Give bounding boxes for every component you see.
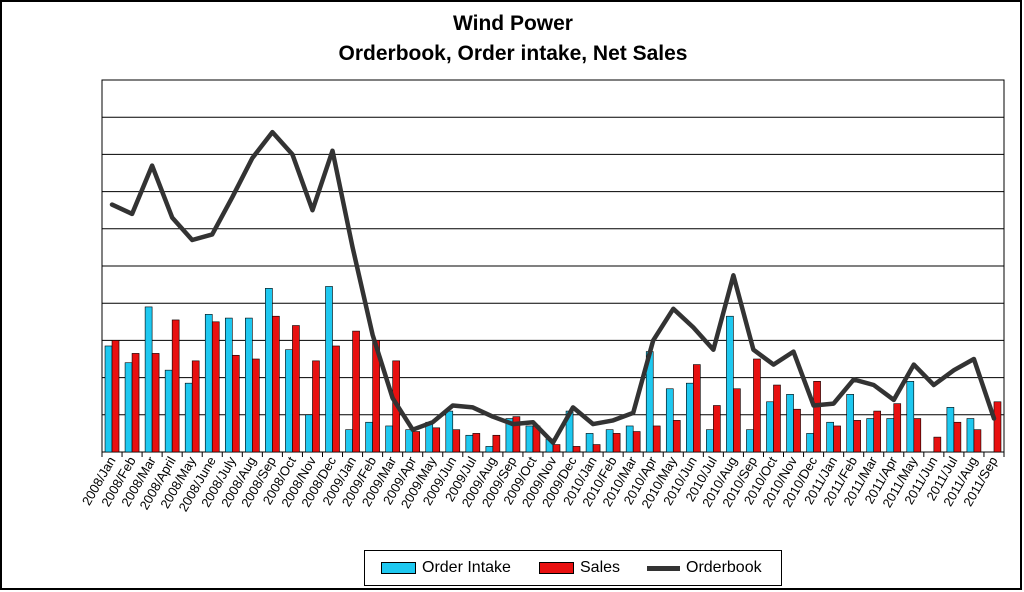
bar-sales bbox=[111, 340, 120, 453]
bar-sales bbox=[171, 319, 180, 453]
legend-item-orderbook: Orderbook bbox=[647, 551, 762, 585]
bar-order-intake bbox=[625, 425, 634, 453]
bar-sales bbox=[191, 360, 200, 453]
bar-order-intake bbox=[224, 317, 233, 453]
bar-sales bbox=[552, 444, 561, 453]
bar-order-intake bbox=[886, 418, 895, 453]
chart-title: Wind Power bbox=[453, 12, 573, 35]
bar-sales bbox=[612, 433, 621, 453]
bar-sales bbox=[432, 427, 441, 453]
bar-order-intake bbox=[826, 421, 834, 453]
bar-order-intake bbox=[445, 410, 454, 453]
bar-order-intake bbox=[365, 421, 373, 453]
bar-sales bbox=[793, 408, 801, 453]
bar-sales bbox=[713, 405, 721, 453]
bar-sales bbox=[512, 416, 521, 453]
bar-sales bbox=[733, 388, 741, 453]
legend-item-order-intake: Order Intake bbox=[381, 551, 511, 585]
bar-order-intake bbox=[665, 388, 674, 453]
bar-sales bbox=[853, 420, 861, 453]
legend-swatch-orderbook bbox=[647, 565, 680, 571]
bar-order-intake bbox=[726, 315, 734, 453]
bar-order-intake bbox=[245, 317, 253, 453]
bar-order-intake bbox=[465, 434, 474, 453]
bar-order-intake bbox=[124, 362, 133, 453]
bar-order-intake bbox=[325, 286, 333, 453]
legend-swatch-order-intake bbox=[381, 562, 416, 574]
bar-order-intake bbox=[906, 381, 915, 453]
bar-sales bbox=[452, 429, 461, 453]
bar-order-intake bbox=[706, 429, 714, 453]
bar-sales bbox=[231, 354, 240, 453]
legend-label-orderbook: Orderbook bbox=[686, 559, 762, 576]
bar-sales bbox=[672, 420, 681, 453]
bar-sales bbox=[332, 345, 340, 453]
bar-order-intake bbox=[104, 345, 113, 453]
bar-order-intake bbox=[866, 418, 875, 453]
bar-order-intake bbox=[525, 425, 534, 453]
bar-order-intake bbox=[585, 433, 594, 453]
bar-order-intake bbox=[265, 288, 273, 453]
bar-order-intake bbox=[746, 429, 754, 453]
bar-order-intake bbox=[485, 446, 494, 453]
bar-sales bbox=[893, 403, 902, 453]
bar-order-intake bbox=[766, 401, 774, 453]
bar-order-intake bbox=[686, 382, 694, 453]
bar-order-intake bbox=[786, 394, 794, 453]
bar-order-intake bbox=[305, 414, 313, 453]
bar-order-intake bbox=[285, 349, 293, 453]
chart-subtitle: Orderbook, Order intake, Net Sales bbox=[338, 42, 688, 65]
bar-sales bbox=[973, 429, 982, 453]
bar-order-intake bbox=[184, 382, 193, 453]
bar-sales bbox=[151, 353, 160, 453]
bar-sales bbox=[492, 434, 501, 453]
bar-order-intake bbox=[164, 369, 173, 453]
line-orderbook bbox=[109, 129, 997, 445]
bar-sales bbox=[592, 444, 601, 453]
bar-sales bbox=[993, 401, 1002, 453]
bar-sales bbox=[272, 315, 280, 453]
bar-sales bbox=[773, 384, 781, 453]
bar-sales bbox=[312, 360, 320, 453]
bar-sales bbox=[953, 421, 962, 453]
bar-sales bbox=[131, 353, 140, 453]
bar-sales bbox=[472, 433, 481, 453]
bar-sales bbox=[252, 358, 260, 453]
bar-sales bbox=[753, 358, 761, 453]
bar-sales bbox=[652, 425, 661, 453]
bar-order-intake bbox=[144, 306, 153, 453]
bar-sales bbox=[833, 425, 841, 453]
bar-sales bbox=[572, 446, 581, 453]
legend-swatch-sales bbox=[539, 562, 574, 574]
bar-order-intake bbox=[345, 429, 353, 453]
chart-legend: Order Intake Sales Orderbook bbox=[364, 550, 782, 586]
bar-sales bbox=[352, 330, 360, 453]
bar-sales bbox=[933, 436, 942, 453]
bar-order-intake bbox=[806, 433, 814, 453]
bar-order-intake bbox=[846, 394, 854, 453]
bar-sales bbox=[632, 431, 641, 453]
bar-order-intake bbox=[605, 429, 614, 453]
bar-order-intake bbox=[966, 418, 975, 453]
bar-order-intake bbox=[385, 425, 393, 453]
bar-sales bbox=[693, 364, 701, 453]
bar-sales bbox=[412, 431, 420, 453]
bar-sales bbox=[813, 381, 821, 453]
bar-sales bbox=[292, 325, 300, 453]
bar-sales bbox=[211, 321, 220, 453]
bar-order-intake bbox=[405, 429, 413, 453]
legend-item-sales: Sales bbox=[539, 551, 620, 585]
bar-sales bbox=[873, 410, 882, 453]
bar-order-intake bbox=[946, 407, 955, 453]
bar-order-intake bbox=[204, 314, 213, 453]
bar-sales bbox=[913, 418, 922, 453]
legend-label-sales: Sales bbox=[580, 559, 621, 576]
legend-label-order-intake: Order Intake bbox=[422, 559, 511, 576]
